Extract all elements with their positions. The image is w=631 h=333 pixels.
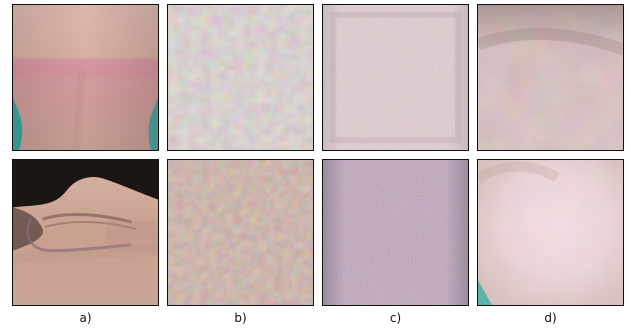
texture-d-bottom — [478, 160, 623, 305]
texture-d-top — [478, 5, 623, 150]
panel-c-bottom — [322, 159, 469, 306]
texture-b-bottom — [168, 160, 313, 305]
panel-a-bottom — [12, 159, 159, 306]
skin-photo-a-top — [13, 5, 158, 150]
texture-c-top — [323, 5, 468, 150]
panel-d-bottom — [477, 159, 624, 306]
panel-a-top — [12, 4, 159, 151]
label-c: c) — [389, 311, 402, 325]
texture-c-bottom — [323, 160, 468, 305]
panel-b-top — [167, 4, 314, 151]
texture-b-top — [168, 5, 313, 150]
label-d: d) — [544, 311, 557, 325]
label-b: b) — [234, 311, 247, 325]
panel-b-bottom — [167, 159, 314, 306]
label-a: a) — [79, 311, 92, 325]
panel-d-top — [477, 4, 624, 151]
panel-c-top — [322, 4, 469, 151]
skin-photo-a-bottom — [13, 160, 158, 305]
